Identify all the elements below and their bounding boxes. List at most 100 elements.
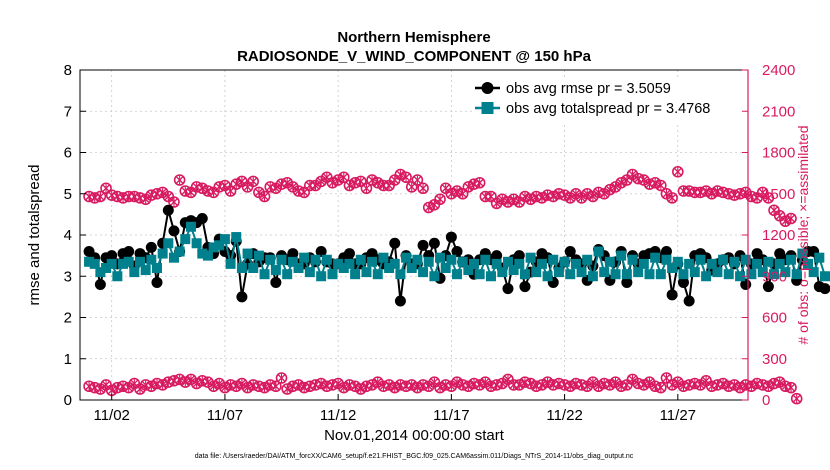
obs-count-point (762, 380, 775, 393)
totalspread-point (689, 267, 700, 278)
totalspread-point (384, 263, 395, 273)
rmse-point (270, 276, 282, 288)
x-tick-label: 11/17 (433, 407, 469, 424)
obs-count-point (388, 381, 401, 394)
obs-count-point (394, 168, 407, 181)
y2-tick-label: 900 (762, 268, 787, 285)
data-file-footnote: data file: /Users/raeder/DAI/ATM_forcXX/… (195, 453, 634, 460)
totalspread-point (599, 267, 610, 278)
rmse-point (106, 250, 118, 262)
grid-lines (80, 70, 748, 400)
totalspread-point (604, 256, 615, 267)
totalspread-point (338, 263, 349, 273)
totalspread-point (106, 258, 117, 269)
totalspread-point (248, 263, 259, 273)
totalspread-point (508, 265, 519, 276)
y-axis-label: rmse and totalspread (26, 165, 43, 306)
totalspread-point (752, 258, 763, 269)
totalspread-point (174, 246, 185, 257)
totalspread-point (214, 240, 225, 251)
y-tick-label: 3 (64, 268, 72, 285)
rmse-point (513, 250, 525, 262)
obs-count-point (258, 381, 271, 394)
y2-tick-label: 2400 (762, 62, 795, 79)
rmse-point (151, 276, 163, 288)
totalspread-point (135, 256, 146, 267)
rmse-point (315, 246, 327, 257)
legend-rmse-label: obs avg rmse pr = 3.5059 (506, 81, 671, 97)
totalspread-point (774, 258, 785, 269)
obs-count-point (434, 193, 446, 206)
totalspread-point (180, 234, 191, 245)
totalspread-point (808, 267, 819, 278)
rmse-point (428, 237, 440, 249)
totalspread-point (236, 263, 247, 273)
obs-count-point (785, 381, 797, 394)
rmse-point (145, 241, 157, 253)
obs-count-point (745, 380, 758, 393)
obs-count-point (705, 380, 718, 393)
totalspread-point (723, 269, 734, 280)
rmse-point (451, 246, 463, 257)
y2-tick-label: 1200 (762, 227, 795, 244)
totalspread-point (672, 256, 683, 267)
totalspread-point (225, 258, 236, 269)
obs-count-point (173, 174, 186, 186)
totalspread-point (678, 269, 689, 280)
x-tick-label: 11/12 (320, 407, 356, 424)
totalspread-point (457, 256, 468, 267)
y-tick-label: 1 (64, 351, 72, 368)
y2-tick-label: 600 (762, 310, 787, 327)
obs-count-point (411, 174, 424, 186)
totalspread-point (497, 267, 508, 278)
totalspread-point (797, 248, 808, 259)
totalspread-point (769, 269, 780, 280)
totalspread-point (474, 269, 485, 280)
totalspread-point (814, 252, 825, 263)
totalspread-point (525, 252, 536, 263)
rmse-point (389, 237, 401, 249)
rmse-point (236, 291, 248, 303)
totalspread-point (293, 263, 304, 273)
series-obs-possible (83, 165, 797, 228)
legend: obs avg rmse pr = 3.5059 obs avg totalsp… (472, 78, 742, 122)
totalspread-point (684, 258, 695, 269)
totalspread-point (146, 254, 157, 265)
totalspread-point (701, 271, 712, 282)
totalspread-point (202, 250, 213, 261)
totalspread-point (435, 252, 446, 263)
totalspread-point (735, 271, 746, 282)
totalspread-point (208, 242, 219, 253)
y-tick-label: 4 (64, 227, 72, 244)
totalspread-point (282, 269, 293, 280)
rmse-point (123, 246, 135, 257)
obs-count-point (547, 190, 560, 203)
totalspread-point (633, 267, 644, 278)
totalspread-point (118, 258, 129, 269)
rmse-point (491, 250, 503, 262)
totalspread-point (616, 250, 627, 261)
totalspread-point (389, 258, 400, 269)
rmse-point (564, 246, 576, 257)
obs-count-point (270, 380, 282, 393)
rmse-point (519, 281, 531, 293)
x-axis-label: Nov.01,2014 00:00:00 start (324, 427, 505, 444)
totalspread-point (242, 248, 253, 259)
totalspread-point (695, 254, 706, 265)
rmse-point (287, 248, 299, 260)
totalspread-point (95, 267, 106, 278)
obs-count-point (275, 372, 288, 384)
totalspread-point (395, 269, 406, 280)
totalspread-point (514, 258, 525, 269)
legend-box (472, 78, 742, 122)
y-tick-label: 5 (64, 186, 72, 203)
obs-count-point (94, 190, 107, 203)
obs-count-point (338, 381, 350, 394)
chart-subtitle: RADIOSONDE_V_WIND_COMPONENT @ 150 hPa (237, 48, 592, 65)
y2-tick-label: 1500 (762, 186, 795, 203)
totalspread-point (140, 265, 151, 276)
totalspread-point (84, 256, 95, 267)
obs-count-point (649, 380, 661, 393)
obs-count-point (711, 185, 724, 197)
